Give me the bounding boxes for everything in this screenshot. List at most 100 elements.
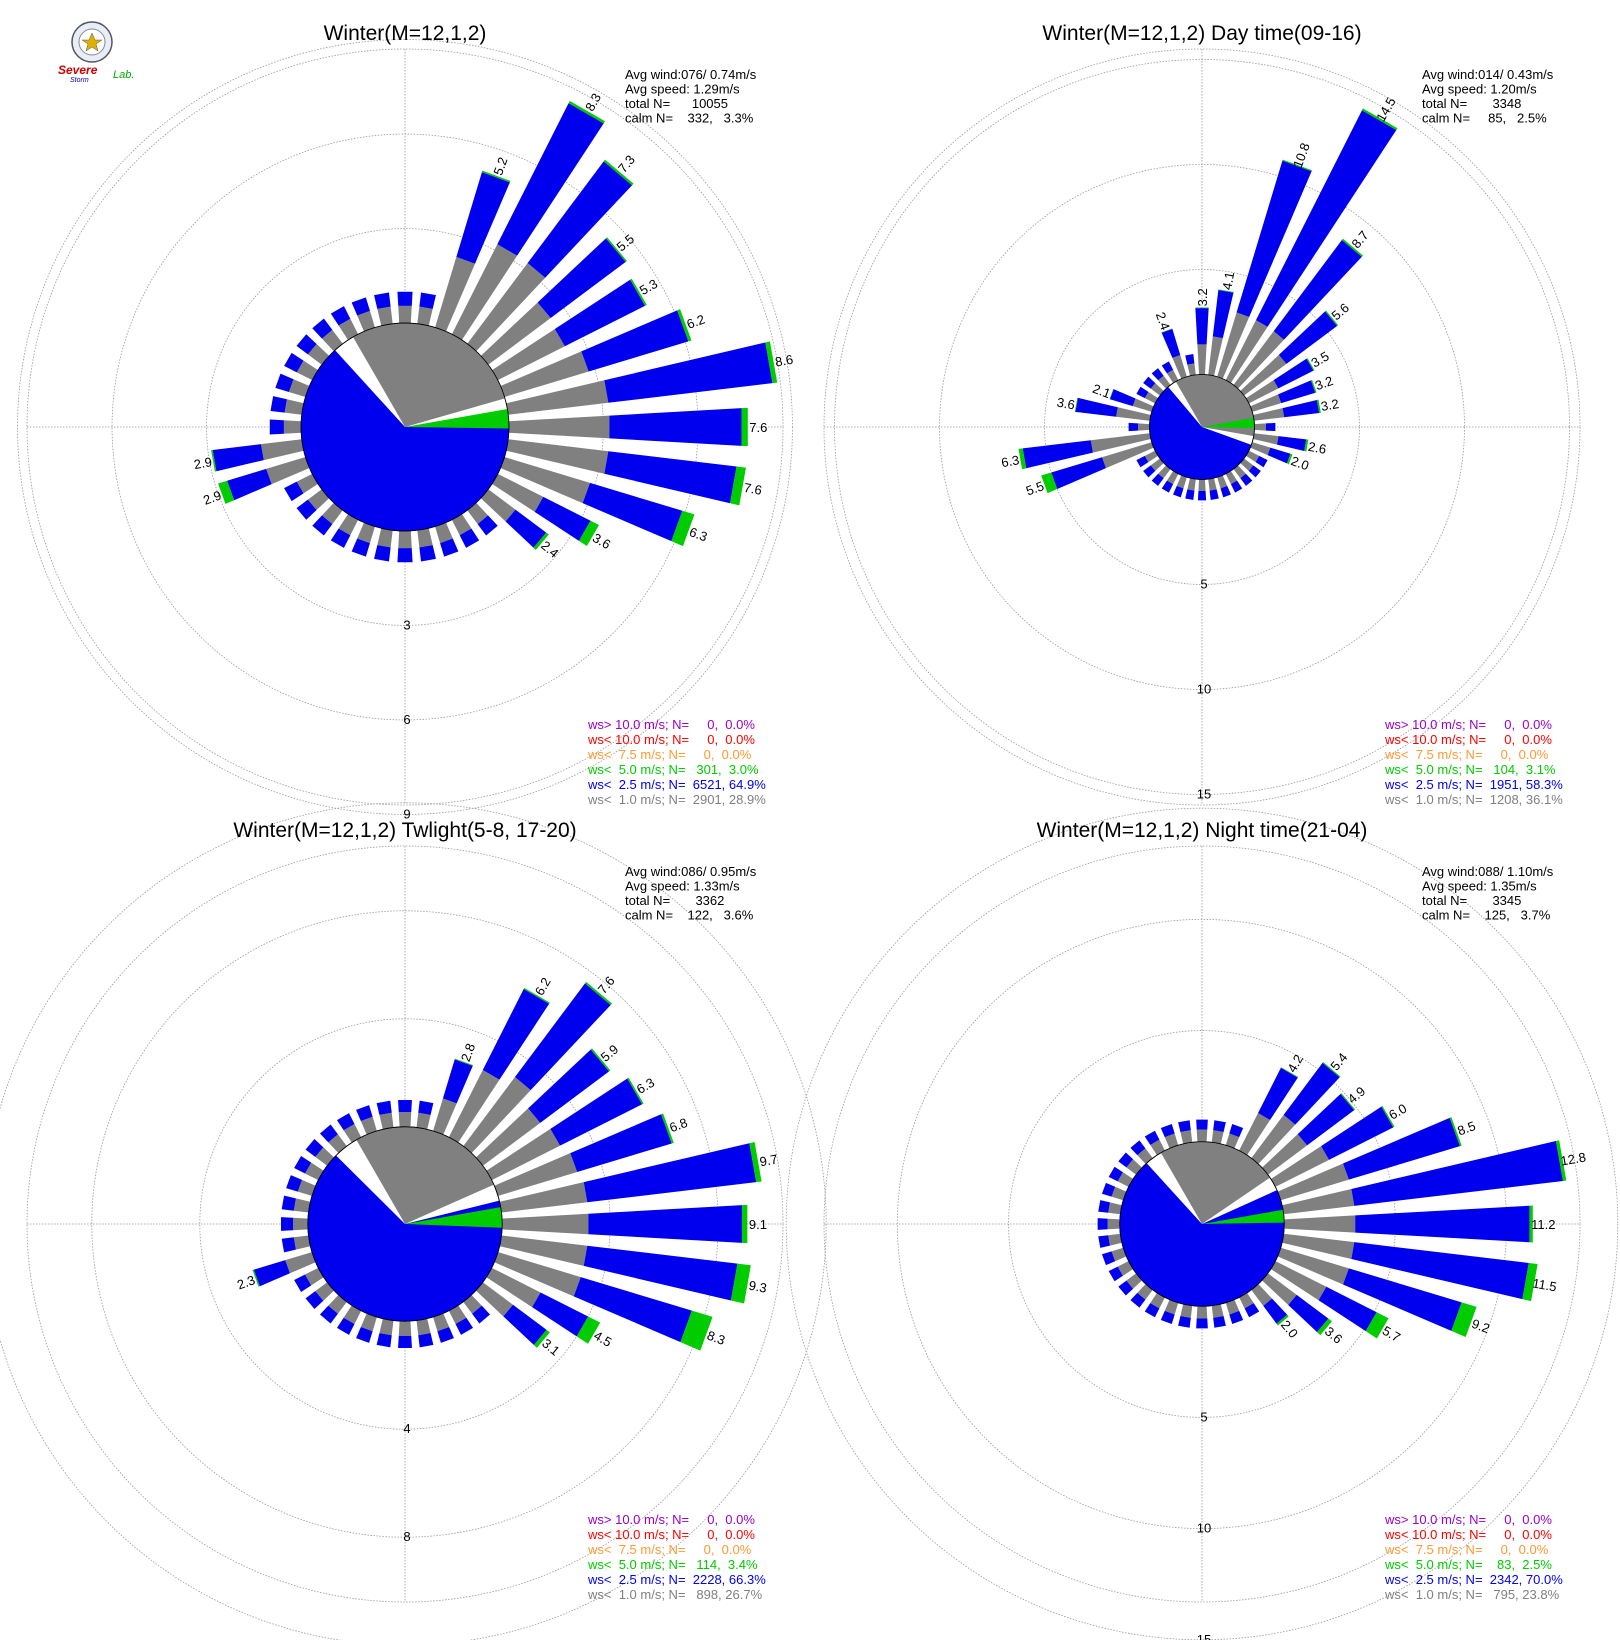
petal-green-segment: [1340, 1093, 1356, 1111]
petal-gray-segment: [508, 415, 610, 439]
petal-blue-segment: [583, 1245, 738, 1301]
petal-gray: [1176, 475, 1187, 489]
petal-gray-segment: [1282, 1188, 1355, 1215]
petal-gray: [1107, 1218, 1120, 1230]
petal-blue: [1196, 1318, 1208, 1329]
petal-blue-segment: [1343, 1117, 1460, 1180]
petal-green-segment: [252, 1269, 260, 1287]
calm-pie-gray: [1160, 1141, 1270, 1224]
petal-gray-segment: [1253, 433, 1279, 445]
petal-gray-segment: [1261, 1273, 1297, 1305]
calm-pie-blue: [307, 1155, 503, 1322]
petal-green-segment: [1555, 1140, 1567, 1181]
petal-green-segment: [578, 520, 600, 547]
petal-gray: [416, 1318, 431, 1336]
petal-gray-segment: [480, 489, 516, 522]
petal-gray: [1137, 1148, 1153, 1165]
petal-green-segment: [533, 1329, 550, 1348]
petal-gray: [1166, 369, 1179, 384]
petal-gray: [417, 528, 433, 548]
petal-gray-segment: [266, 457, 310, 485]
petal-blue: [1178, 1316, 1191, 1328]
petal-gray: [307, 343, 330, 365]
petal-blue: [270, 396, 287, 413]
petal-gray-segment: [500, 351, 589, 397]
petal-gray-segment: [480, 302, 551, 365]
logo-text-lab: Lab.: [113, 69, 134, 81]
petal-blue: [1128, 422, 1139, 432]
stats-line: Avg speed: 1.35m/s: [1422, 879, 1537, 894]
petal-gray-segment: [1090, 433, 1151, 453]
petal-blue: [1161, 480, 1174, 493]
calm-pie-green: [1202, 1209, 1285, 1224]
petal-blue-segment: [1277, 436, 1307, 451]
petal-gray-segment: [1251, 1283, 1273, 1306]
petal-value-label: 6.3: [687, 524, 709, 544]
petal-blue-segment: [212, 444, 264, 472]
petal-blue: [472, 1305, 491, 1324]
calm-pie-gray: [353, 323, 505, 427]
petal-green-segment: [481, 170, 511, 183]
petal-gray: [1254, 423, 1266, 431]
petal-gray-segment: [1245, 380, 1279, 404]
legend-entry: ws< 5.0 m/s; N= 83, 2.5%: [1384, 1557, 1552, 1572]
petal-value-label: 2.1: [1091, 381, 1113, 401]
petal-gray: [1225, 1299, 1240, 1315]
stats-line: Avg speed: 1.20m/s: [1422, 82, 1537, 97]
petal-blue-segment: [1288, 1294, 1329, 1333]
petal-blue-segment: [514, 983, 611, 1091]
petal-blue: [1144, 1303, 1160, 1318]
petal-gray: [377, 306, 393, 326]
petal-gray: [1150, 383, 1164, 396]
petal-blue: [281, 1237, 296, 1253]
petal-blue: [1197, 490, 1207, 501]
petal-green-segment: [605, 237, 627, 262]
petal-value-label: 2.3: [235, 1272, 257, 1292]
calm-pie-outline: [1149, 374, 1255, 480]
petal-gray: [1180, 1130, 1193, 1144]
stats-line: calm N= 122, 3.6%: [625, 908, 754, 923]
petal-blue: [269, 419, 284, 435]
petal-green-segment: [730, 466, 746, 506]
petal-blue-segment: [1075, 397, 1118, 417]
petal-gray: [1150, 1139, 1165, 1156]
petal-blue: [280, 1217, 294, 1231]
legend-entry: ws< 1.0 m/s; N= 795, 23.8%: [1384, 1587, 1560, 1602]
petal-gray: [321, 502, 343, 525]
ring-label: 6: [403, 712, 410, 727]
petal-value-label: 2.9: [193, 454, 213, 472]
petal-value-label: 7.6: [743, 480, 763, 498]
petal-green-segment: [533, 532, 549, 550]
petal-gray-segment: [486, 1128, 561, 1181]
petal-gray: [338, 318, 359, 341]
stats-line: calm N= 332, 3.3%: [625, 111, 754, 126]
petal-gray-segment: [502, 1213, 589, 1235]
petal-green-segment: [576, 1316, 601, 1344]
stats-line: Avg speed: 1.33m/s: [625, 879, 740, 894]
petal-blue-segment: [1255, 110, 1397, 327]
petal-blue: [1118, 1152, 1134, 1168]
petal-gray: [451, 513, 472, 536]
petal-green-segment: [1041, 472, 1058, 494]
petal-green-segment: [1018, 448, 1027, 470]
legend-entry: ws< 7.5 m/s; N= 0, 0.0%: [587, 747, 752, 762]
petal-gray: [304, 1267, 324, 1286]
ring-label: 10: [1197, 1521, 1211, 1536]
petal-green-segment: [1280, 1067, 1299, 1078]
petal-gray-segment: [1172, 355, 1187, 379]
outer-ring: [823, 845, 1581, 1603]
petal-value-label: 12.8: [1559, 1149, 1587, 1168]
stats-line: Avg wind:076/ 0.74m/s: [625, 67, 757, 82]
petal-blue: [356, 1105, 373, 1122]
legend-entry: ws< 5.0 m/s; N= 114, 3.4%: [587, 1557, 758, 1572]
grid-ring: [785, 807, 1619, 1640]
petal-gray: [304, 1162, 324, 1181]
petal-gray-segment: [1197, 344, 1207, 375]
legend-entry: ws> 10.0 m/s; N= 0, 0.0%: [587, 1512, 755, 1527]
petal-green-segment: [568, 100, 606, 124]
petal-gray-segment: [1270, 1261, 1327, 1301]
petal-gray: [297, 1179, 316, 1196]
legend-entry: ws> 10.0 m/s; N= 0, 0.0%: [1384, 717, 1552, 732]
petal-green-segment: [1161, 328, 1173, 333]
petal-blue: [1144, 1130, 1160, 1145]
